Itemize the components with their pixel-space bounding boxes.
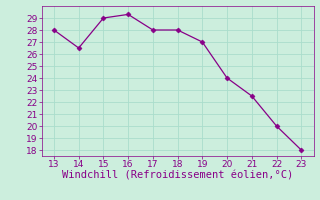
X-axis label: Windchill (Refroidissement éolien,°C): Windchill (Refroidissement éolien,°C) — [62, 171, 293, 181]
